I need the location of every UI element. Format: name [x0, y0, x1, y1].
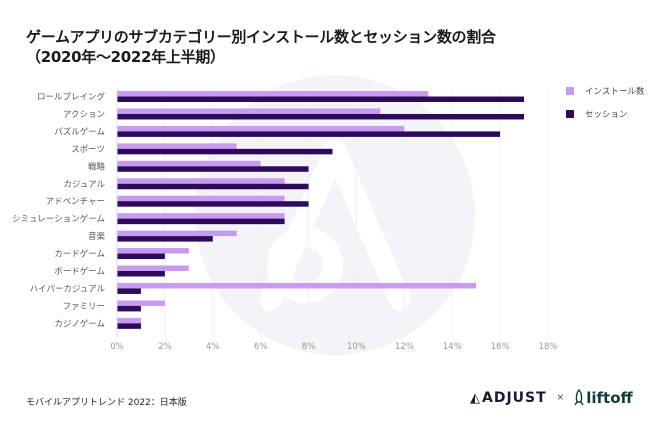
category-label: カジノゲーム	[54, 318, 105, 329]
bar-installs	[117, 230, 237, 237]
bar-sessions	[117, 218, 285, 225]
bar-sessions	[117, 288, 141, 294]
logo-separator: ×	[556, 393, 565, 403]
category-label: ファミリー	[62, 302, 105, 312]
rocket-icon	[574, 389, 584, 406]
bar-installs	[117, 160, 261, 167]
chart-title: ゲームアプリのサブカテゴリー別インストール数とセッション数の割合 （2020年〜…	[26, 27, 496, 67]
category-label: シミュレーションゲーム	[12, 214, 105, 225]
bar-installs	[117, 265, 189, 271]
legend-swatch-sessions	[566, 110, 574, 118]
bar-installs	[117, 317, 141, 324]
bar-sessions	[117, 323, 141, 329]
bar-installs	[117, 125, 405, 132]
bar-sessions	[117, 183, 309, 190]
bar-sessions	[117, 236, 213, 242]
adjust-mark-icon: ◭	[470, 390, 481, 406]
bar-sessions	[117, 201, 309, 207]
legend-swatch-installs	[566, 87, 574, 95]
chart-title-line1: ゲームアプリのサブカテゴリー別インストール数とセッション数の割合	[26, 28, 496, 46]
bar-sessions	[117, 131, 501, 137]
bar-installs	[117, 178, 285, 184]
bar-sessions	[117, 253, 165, 260]
x-tick-label: 18%	[539, 342, 558, 352]
bar-installs	[117, 213, 285, 219]
chart-title-line2: （2020年〜2022年上半期）	[26, 48, 225, 66]
x-tick-label: 10%	[347, 342, 366, 352]
bar-sessions	[117, 305, 141, 312]
legend-label-sessions: セッション	[585, 110, 628, 120]
category-label: カジュアル	[63, 180, 105, 190]
category-label: ロールプレイング	[37, 92, 106, 103]
adjust-logo-text: ADJUST	[482, 390, 547, 406]
bar-installs	[117, 300, 165, 306]
bar-sessions	[117, 271, 165, 277]
x-tick-label: 14%	[443, 342, 462, 352]
x-tick-label: 12%	[395, 342, 414, 352]
bar-sessions	[117, 148, 333, 155]
x-tick-label: 6%	[254, 342, 268, 352]
legend-item-sessions: セッション	[566, 108, 644, 120]
bar-installs	[117, 91, 429, 97]
liftoff-logo: liftoff	[574, 389, 633, 407]
bar-sessions	[117, 113, 525, 120]
category-label: パズルゲーム	[54, 126, 105, 137]
category-label: アクション	[63, 110, 105, 120]
legend: インストール数 セッション	[566, 85, 644, 131]
adjust-logo: ◭ ADJUST	[470, 390, 547, 406]
x-tick-label: 2%	[158, 342, 172, 352]
category-label: ハイパーカジュアル	[30, 284, 106, 294]
legend-label-installs: インストール数	[585, 87, 645, 97]
x-tick-label: 16%	[491, 342, 510, 352]
category-label: スポーツ	[71, 145, 105, 155]
category-label: 音楽	[88, 231, 106, 242]
x-tick-label: 0%	[110, 342, 124, 352]
x-tick-label: 4%	[206, 342, 220, 352]
brand-logos: ◭ ADJUST × liftoff	[470, 389, 633, 407]
category-label: 戦略	[88, 161, 106, 172]
bar-sessions	[117, 96, 525, 102]
bar-sessions	[117, 166, 309, 172]
bar-installs	[117, 248, 189, 254]
liftoff-logo-text: liftoff	[586, 389, 633, 407]
bar-installs	[117, 143, 237, 149]
category-label: アドベンチャー	[46, 197, 105, 207]
bar-installs	[117, 108, 381, 114]
category-label: ボードゲーム	[54, 266, 105, 277]
category-label: カードゲーム	[54, 249, 105, 260]
bar-installs	[117, 282, 477, 289]
legend-item-installs: インストール数	[566, 85, 644, 97]
source-label: モバイルアプリトレンド 2022：日本版	[26, 398, 187, 408]
bar-installs	[117, 195, 285, 202]
x-tick-label: 8%	[302, 342, 316, 352]
